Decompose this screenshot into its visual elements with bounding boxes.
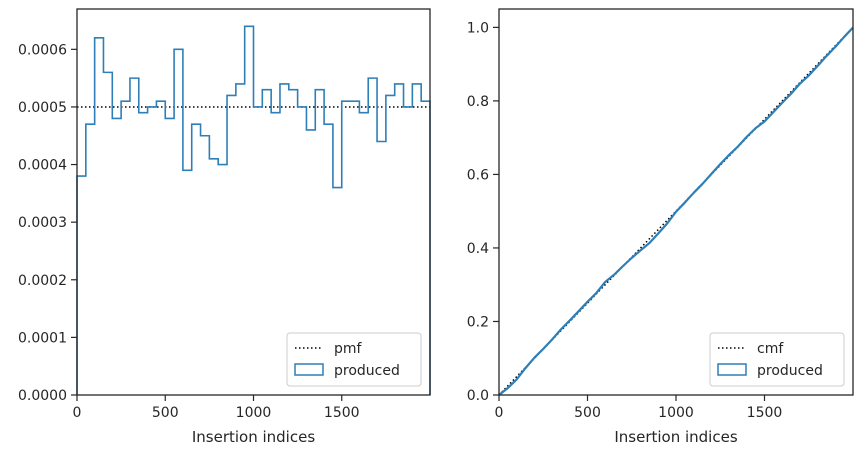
cmf-x-tick-label: 0: [495, 405, 504, 421]
cmf-x-axis: 0 500 1000 1500: [495, 395, 783, 421]
pmf-chart-panel: 0 500 1000 1500 0.00000.00010.00020.00030.0…: [18, 8, 431, 446]
pmf-y-tick-label: 0.0004: [18, 158, 67, 174]
cmf-legend: cmf produced: [709, 332, 845, 387]
pmf-y-tick-label: 0.0005: [18, 100, 67, 116]
pmf-produced-series: [76, 25, 431, 395]
cmf-legend-label: cmf: [757, 341, 784, 357]
pmf-y-tick-label: 0.0001: [18, 330, 67, 346]
cmf-x-tick-label: 1000: [658, 405, 694, 421]
cmf-chart-panel: 0 500 1000 1500 0.0 0.2 0.4 0.6 0.8 1.0 Insertio…: [467, 8, 854, 446]
cmf-x-tick-label: 1500: [747, 405, 783, 421]
cmf-plot-area: [498, 26, 854, 396]
cmf-y-tick-label: 0.8: [467, 94, 489, 110]
cmf-y-tick-label: 0.6: [467, 167, 489, 183]
pmf-x-tick-label: 1000: [236, 405, 272, 421]
cmf-y-tick-label: 1.0: [467, 20, 489, 36]
cmf-produced-legend-label: produced: [757, 363, 823, 379]
cmf-x-axis-label: Insertion indices: [614, 428, 737, 446]
pmf-y-tick-label: 0.0003: [18, 215, 67, 231]
pmf-x-tick-label: 0: [73, 405, 82, 421]
pmf-legend-box: [286, 332, 422, 387]
cmf-produced-legend-swatch: [717, 363, 747, 376]
pmf-y-tick-label: 0.0000: [18, 388, 67, 404]
cmf-x-tick-label: 500: [574, 405, 601, 421]
cmf-axes-frame: [498, 8, 854, 396]
pmf-x-axis: 0 500 1000 1500: [73, 395, 360, 421]
pmf-y-axis: 0.0000 0.0001 0.0002 0.0003 0.0004 0.0005 0.00…: [18, 42, 77, 404]
cmf-y-tick-label: 0.2: [467, 314, 489, 330]
pmf-y-tick-label: 0.0002: [18, 273, 67, 289]
cmf-y-tick-label: 0.0: [467, 388, 489, 404]
cmf-y-tick-label: 0.4: [467, 241, 489, 257]
pmf-x-tick-label: 500: [152, 405, 179, 421]
cmf-legend-box: [709, 332, 845, 387]
pmf-plot-area: [76, 25, 431, 395]
pmf-x-tick-label: 1500: [324, 405, 360, 421]
pmf-legend-label: pmf: [334, 341, 363, 357]
pmf-axes-frame: [76, 8, 431, 396]
pmf-y-tick-label: 0.0006: [18, 42, 67, 58]
pmf-legend: pmf produced: [286, 332, 422, 387]
pmf-produced-legend-swatch: [294, 363, 324, 376]
pmf-x-axis-label: Insertion indices: [192, 428, 315, 446]
cmf-produced-series: [498, 26, 854, 396]
pmf-produced-legend-label: produced: [334, 363, 400, 379]
cmf-y-axis: 0.0 0.2 0.4 0.6 0.8 1.0: [467, 20, 499, 404]
